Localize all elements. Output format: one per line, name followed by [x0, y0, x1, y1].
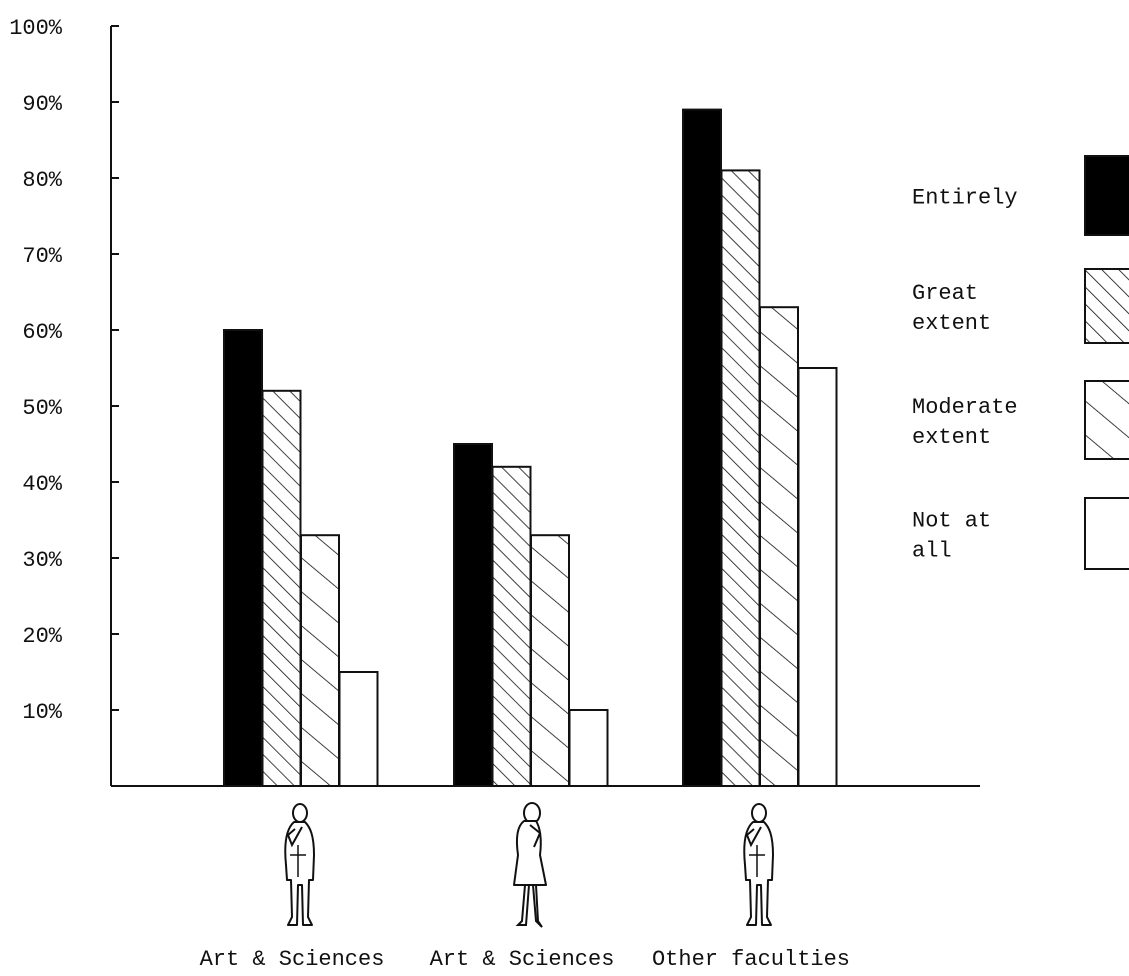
legend-label: Entirely: [912, 186, 1018, 211]
legend-swatch-solid: [1084, 155, 1129, 236]
bar-sparse-hatch-2: [530, 534, 570, 788]
legend-swatch-dense-hatch: [1084, 268, 1129, 344]
y-tick-label: 90%: [22, 92, 62, 117]
y-tick-label: 20%: [22, 624, 62, 649]
bar-dense-hatch-1: [261, 389, 302, 787]
bar-sparse-hatch-3: [759, 306, 799, 787]
man-figure-icon: [743, 803, 774, 926]
bar-empty-1: [338, 671, 379, 787]
category-label: Art & Sciences: [200, 947, 385, 971]
y-tick-label: 80%: [22, 168, 62, 193]
bar-empty-3: [797, 367, 838, 787]
y-tick-label: 10%: [22, 700, 62, 725]
y-tick-label: 70%: [22, 244, 62, 269]
legend-label: Great extent: [912, 281, 991, 336]
bar-solid-1: [223, 329, 263, 787]
bar-dense-hatch-3: [720, 169, 761, 787]
y-tick-label: 60%: [22, 320, 62, 345]
legend-swatch-sparse-hatch: [1084, 380, 1129, 460]
y-tick-label: 40%: [22, 472, 62, 497]
legend-label: Not at all: [912, 509, 991, 564]
category-label: Art & Sciences: [430, 947, 615, 971]
bar-sparse-hatch-1: [300, 534, 340, 788]
bar-solid-3: [682, 108, 722, 788]
y-tick-label: 50%: [22, 396, 62, 421]
legend-swatch-empty: [1084, 497, 1129, 570]
y-tick-label: 30%: [22, 548, 62, 573]
bar-empty-2: [568, 709, 609, 787]
man-figure-icon: [284, 803, 315, 926]
y-tick-label: 100%: [9, 16, 63, 41]
woman-figure-icon: [513, 802, 547, 928]
bar-solid-2: [453, 443, 493, 787]
bar-dense-hatch-2: [491, 465, 532, 787]
legend-label: Moderate extent: [912, 395, 1018, 450]
category-label: Other faculties: [652, 947, 850, 971]
